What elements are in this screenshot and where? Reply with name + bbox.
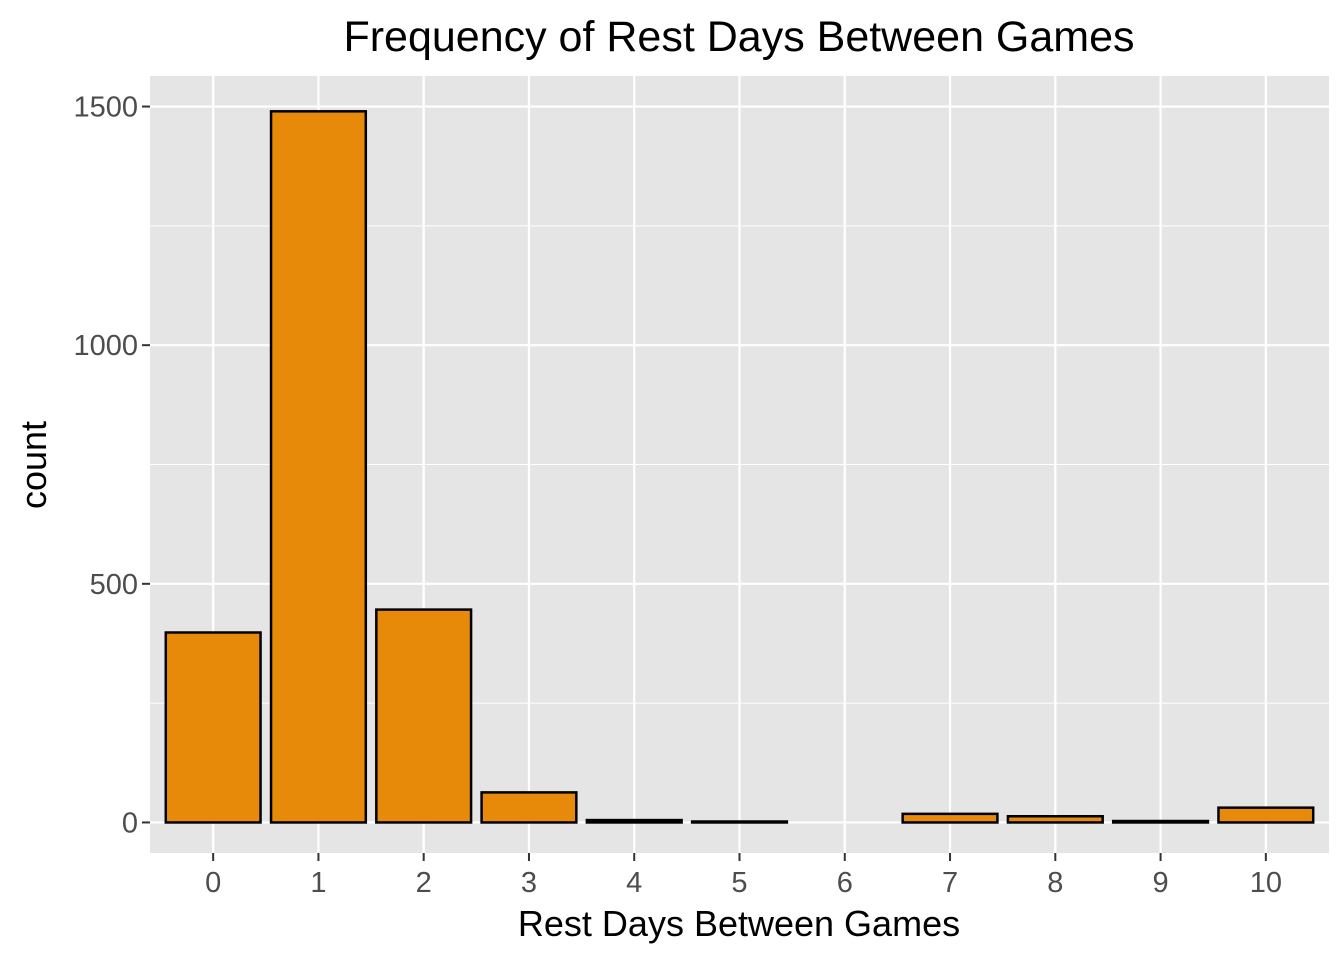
bar-2 [375,608,473,824]
x-tick-label: 0 [205,867,221,899]
x-tick-label: 4 [626,867,642,899]
x-tick-label: 7 [942,867,958,899]
y-tick-label: 1500 [73,92,138,124]
y-axis: 0 500 1000 1500 [73,92,150,839]
bars [164,110,1315,824]
x-tick-label: 3 [521,867,537,899]
chart-title: Frequency of Rest Days Between Games [343,13,1134,61]
x-tick-label: 5 [731,867,747,899]
bar-0 [164,631,262,824]
x-tick-label: 6 [837,867,853,899]
bar-5 [690,820,789,824]
bar-9 [1111,819,1210,824]
x-tick-label: 1 [310,867,326,899]
x-tick-label: 10 [1250,867,1282,899]
bar-7 [901,812,999,824]
bar-3 [480,791,578,824]
bar-4 [585,818,683,824]
y-tick-label: 0 [122,807,138,839]
y-tick-label: 1000 [73,330,138,362]
bar-8 [1006,815,1104,824]
bar-1 [269,110,368,824]
x-tick-label: 8 [1047,867,1063,899]
x-axis: 0 1 2 3 4 5 6 7 8 9 10 [205,853,1282,899]
x-axis-title: Rest Days Between Games [518,903,960,944]
x-tick-label: 9 [1153,867,1169,899]
x-tick-label: 2 [416,867,432,899]
y-axis-title: count [13,421,54,509]
y-tick-label: 500 [90,569,138,601]
bar-10 [1217,806,1315,824]
